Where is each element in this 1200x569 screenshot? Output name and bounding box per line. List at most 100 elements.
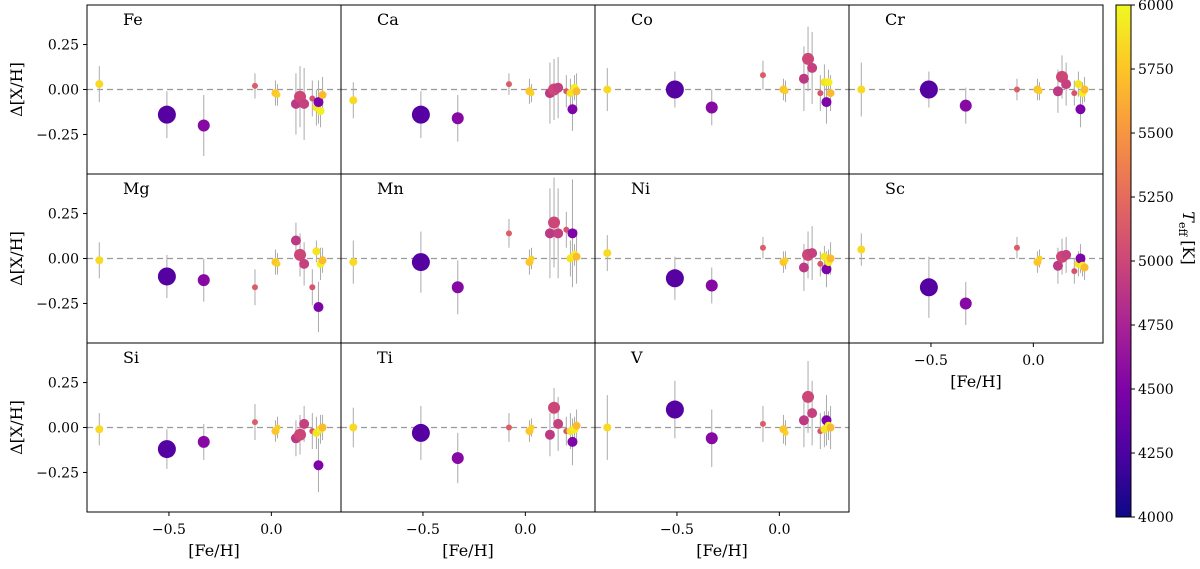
data-point <box>197 435 210 448</box>
data-point <box>1075 253 1086 264</box>
data-point <box>1071 90 1078 97</box>
data-point <box>821 264 832 275</box>
data-point <box>349 423 358 432</box>
x-axis-label: [Fe/H] <box>442 541 494 560</box>
data-point <box>157 267 176 286</box>
data-point <box>807 248 818 259</box>
data-point <box>798 262 809 273</box>
data-point <box>802 390 815 403</box>
data-point <box>567 104 578 115</box>
data-point <box>1061 79 1072 90</box>
x-tick-label: 0.0 <box>260 522 282 538</box>
data-point <box>299 258 310 269</box>
data-point <box>567 228 578 239</box>
data-point <box>309 95 316 102</box>
data-point <box>798 415 809 426</box>
data-point <box>1074 80 1083 89</box>
colorbar-tick-label: 5250 <box>1138 190 1174 206</box>
data-point <box>313 302 324 313</box>
data-point <box>782 88 789 95</box>
data-point <box>451 452 464 465</box>
data-point <box>313 97 324 108</box>
data-point <box>313 460 324 471</box>
y-tick-label: −0.25 <box>36 127 79 143</box>
data-point <box>451 281 464 294</box>
data-point <box>563 226 570 233</box>
data-point <box>251 284 258 291</box>
data-point <box>505 424 512 431</box>
colorbar-tick-label: 5500 <box>1138 126 1174 142</box>
panel-co: Co <box>594 4 850 175</box>
data-point <box>1013 86 1020 93</box>
data-point <box>544 429 555 440</box>
colorbar-tick-label: 5000 <box>1138 254 1174 270</box>
y-axis-label: Δ[X/H] <box>7 231 26 286</box>
data-point <box>572 87 581 96</box>
data-point <box>807 408 818 419</box>
data-point <box>665 400 684 419</box>
data-point <box>572 421 581 430</box>
data-point <box>959 99 972 112</box>
panel-element-label: Fe <box>123 10 143 29</box>
data-point <box>544 228 555 239</box>
data-point <box>817 90 824 97</box>
panel-fe: Fe 0.25 0.00 −0.25 Δ[X/H] <box>7 4 342 175</box>
y-tick-label: −0.25 <box>36 296 79 312</box>
panel-mg: Mg 0.25 0.00 −0.25 Δ[X/H] <box>7 173 342 344</box>
data-point <box>959 297 972 310</box>
data-point <box>919 80 938 99</box>
data-point <box>665 80 684 99</box>
data-point <box>1052 86 1063 97</box>
y-axis-label: Δ[X/H] <box>7 400 26 455</box>
panel-ni: Ni <box>594 173 850 344</box>
data-point <box>528 90 535 97</box>
x-axis-label: [Fe/H] <box>696 541 748 560</box>
colorbar-gradient <box>1115 4 1132 518</box>
data-point <box>548 216 561 229</box>
x-tick-label: −0.5 <box>660 522 694 538</box>
data-point <box>603 423 612 432</box>
data-point <box>294 428 307 441</box>
data-point <box>318 256 327 265</box>
y-tick-label: 0.25 <box>48 38 79 54</box>
colorbar-tick-label: 4000 <box>1138 510 1174 526</box>
y-tick-label: −0.25 <box>36 465 79 481</box>
data-point <box>95 256 104 265</box>
colorbar-tick-label: 4750 <box>1138 318 1174 334</box>
colorbar-label-unit: [K] <box>1179 240 1198 264</box>
data-point <box>505 81 512 88</box>
data-point <box>919 278 938 297</box>
data-point <box>826 254 835 263</box>
data-point <box>1052 260 1063 271</box>
data-point <box>290 235 301 246</box>
data-point <box>553 418 564 429</box>
data-point <box>826 89 835 98</box>
data-point <box>603 85 612 94</box>
data-point <box>572 252 581 261</box>
data-point <box>411 423 430 442</box>
panel-element-label: Ca <box>377 10 399 29</box>
data-point <box>157 105 176 124</box>
data-point <box>349 96 358 105</box>
data-point <box>95 425 104 434</box>
data-point <box>857 245 866 254</box>
data-point <box>1061 249 1072 260</box>
colorbar-tick-label: 6000 <box>1138 0 1174 14</box>
data-point <box>1036 88 1043 95</box>
colorbar-tick-label: 4500 <box>1138 382 1174 398</box>
data-point <box>294 248 307 261</box>
data-point <box>274 424 281 431</box>
data-point <box>665 269 684 288</box>
colorbar-label-sub: eff <box>1176 222 1189 238</box>
panel-mn: Mn <box>340 173 596 344</box>
data-point <box>807 62 818 73</box>
data-point <box>411 253 430 272</box>
data-point <box>705 279 718 292</box>
data-point <box>299 98 310 109</box>
panel-element-label: Cr <box>885 10 905 29</box>
data-point <box>759 420 766 427</box>
data-point <box>826 423 835 432</box>
data-point <box>316 107 325 116</box>
data-point <box>505 230 512 237</box>
